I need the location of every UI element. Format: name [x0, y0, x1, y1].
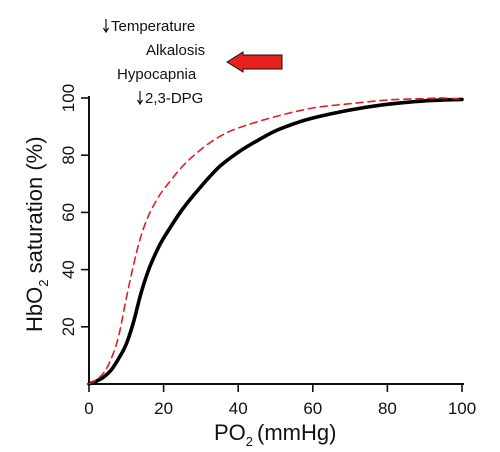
y-axis-title: HbO2 saturation (%)	[22, 136, 51, 332]
x-tick-label: 20	[154, 399, 173, 418]
chart-ticks: 0 20 40 60 80 100 20 40 60 80 100	[59, 84, 476, 418]
y-tick-label: 60	[59, 203, 78, 222]
down-arrow-icon	[102, 18, 110, 33]
factor-temperature: Temperature	[102, 18, 195, 34]
x-tick-label: 100	[448, 399, 476, 418]
y-tick-label: 100	[59, 84, 78, 112]
x-axis-title: PO2 (mmHg)	[214, 420, 336, 449]
y-tick-label: 40	[59, 260, 78, 279]
x-tick-label: 60	[303, 399, 322, 418]
series-line-normal	[87, 97, 464, 386]
down-arrow-icon	[136, 90, 144, 105]
factor-dpg: 2,3-DPG	[136, 90, 203, 106]
factor-dpg-label: 2,3-DPG	[145, 90, 204, 107]
chart-curves	[87, 97, 464, 386]
y-tick-label: 20	[59, 317, 78, 336]
factor-alkalosis-label: Alkalosis	[146, 42, 206, 59]
y-tick-label: 80	[59, 146, 78, 165]
factor-hypocapnia-label: Hypocapnia	[117, 66, 197, 83]
x-tick-label: 80	[378, 399, 397, 418]
factor-alkalosis: Alkalosis	[146, 43, 205, 58]
series-line-left-shifted	[88, 97, 463, 385]
x-tick-label: 0	[84, 399, 93, 418]
chart-axes	[88, 96, 464, 385]
left-shift-arrow-icon	[226, 51, 283, 73]
factor-hypocapnia: Hypocapnia	[117, 67, 196, 82]
factor-temperature-label: Temperature	[111, 18, 196, 35]
x-tick-label: 40	[229, 399, 248, 418]
